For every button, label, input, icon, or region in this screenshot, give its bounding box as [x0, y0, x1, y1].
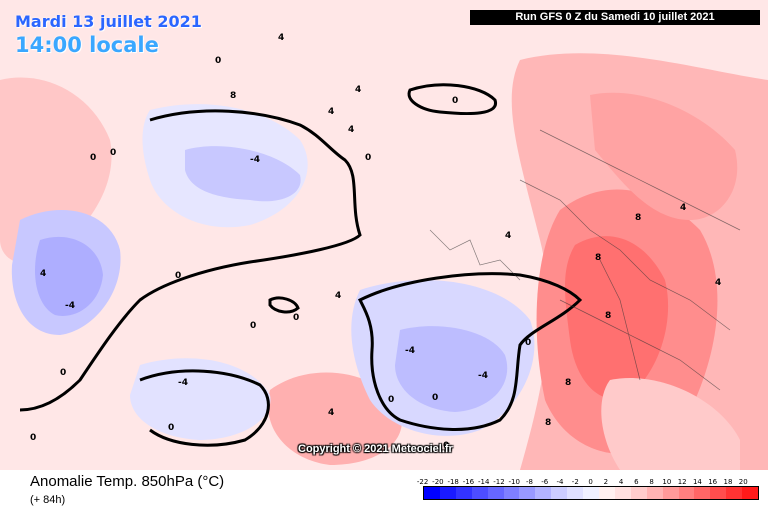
scale-tick-label: 14	[692, 478, 702, 486]
scale-tick-label: -22	[416, 478, 429, 486]
scale-tick-label: -12	[493, 478, 505, 486]
map-label: 4	[355, 85, 361, 95]
color-scale: -22 -20 -18 -16 -14 -12 -10 -8 -6 -4 -2 0 2 4 6 8 10 12 14…	[415, 478, 759, 500]
scale-tick-label: -20	[432, 478, 444, 486]
scale-swatch	[551, 487, 568, 499]
map-label: -4	[405, 346, 415, 356]
scale-swatch	[519, 487, 536, 499]
map-label: 0	[293, 313, 299, 323]
map-label: 0	[175, 271, 181, 281]
map-label: 4	[680, 203, 686, 213]
scale-swatch	[455, 487, 472, 499]
anomaly-map: 4 0 8 0 4 4 0 0 0 4 4 -4 0 -4 -4 0 0 8 0	[0, 0, 768, 470]
run-info: Run GFS 0 Z du Samedi 10 juillet 2021	[470, 10, 760, 25]
map-label: 4	[335, 291, 341, 301]
map-label: 8	[635, 213, 641, 223]
copyright: Copyright © 2021 Meteociel.fr	[298, 443, 453, 455]
map-label: 8	[605, 311, 611, 321]
map-label: 0	[388, 395, 394, 405]
legend-subtitle: (+ 84h)	[30, 494, 66, 506]
scale-swatch	[598, 487, 615, 499]
scale-swatch	[614, 487, 631, 499]
map-label: 8	[565, 378, 571, 388]
scale-swatch	[583, 487, 599, 499]
forecast-time: 14:00 locale	[15, 33, 159, 57]
map-label: 4	[715, 278, 721, 288]
map-label: 0	[250, 321, 256, 331]
scale-swatch	[439, 487, 456, 499]
map-label: 0	[432, 393, 438, 403]
scale-tick-label: -2	[571, 478, 579, 486]
map-label: 0	[168, 423, 174, 433]
map-label: -4	[65, 301, 75, 311]
scale-swatch	[694, 487, 711, 499]
map-label: -4	[178, 378, 188, 388]
scale-swatch	[471, 487, 488, 499]
scale-tick-label: 12	[677, 478, 687, 486]
scale-tick-label: 16	[708, 478, 718, 486]
legend-title: Anomalie Temp. 850hPa (°C)	[30, 473, 225, 490]
map-label: -4	[478, 371, 488, 381]
scale-tick-label: -8	[526, 478, 533, 486]
scale-tick-label: 20	[738, 478, 748, 486]
scale-tick-label: 10	[662, 478, 672, 486]
map-label: 8	[230, 91, 236, 101]
map-label: 8	[545, 418, 551, 428]
scale-tick-label: -6	[541, 478, 549, 486]
scale-swatch	[567, 487, 584, 499]
map-label: 0	[443, 441, 449, 451]
scale-swatch	[678, 487, 695, 499]
scale-tick-label: 18	[723, 478, 733, 486]
scale-swatch	[662, 487, 679, 499]
scale-tick-label: -10	[508, 478, 520, 486]
map-label: 0	[30, 433, 36, 443]
map-label: 4	[348, 125, 354, 135]
scale-tick-label: -18	[447, 478, 459, 486]
map-label: 4	[328, 408, 334, 418]
scale-swatch	[646, 487, 663, 499]
map-label: 4	[505, 231, 511, 241]
color-scale-bar	[423, 486, 759, 500]
scale-swatch	[487, 487, 504, 499]
map-label: 0	[365, 153, 371, 163]
scale-tick-label: 0	[588, 478, 593, 486]
scale-tick-label: -4	[556, 478, 564, 486]
forecast-date: Mardi 13 juillet 2021	[15, 12, 202, 31]
map-label: 4	[278, 33, 284, 43]
scale-swatch	[742, 487, 759, 499]
scale-swatch	[726, 487, 743, 499]
scale-tick-label: -14	[477, 478, 490, 486]
scale-tick-label: 4	[618, 478, 624, 486]
scale-swatch	[424, 487, 440, 499]
map-label: 0	[60, 368, 66, 378]
map-label: 4	[40, 269, 46, 279]
scale-tick-label: -16	[462, 478, 475, 486]
scale-swatch	[630, 487, 647, 499]
scale-tick-label: 6	[634, 478, 639, 486]
map-label: 0	[90, 153, 96, 163]
map-label: 4	[328, 107, 334, 117]
map-label: 0	[525, 338, 531, 348]
scale-swatch	[710, 487, 727, 499]
map-label: 8	[595, 253, 601, 263]
scale-tick-label: 8	[649, 478, 654, 486]
scale-swatch	[503, 487, 520, 499]
map-label: -4	[250, 155, 260, 165]
map-label: 0	[110, 148, 116, 158]
map-label: 0	[215, 56, 221, 66]
scale-tick-label: 2	[603, 478, 609, 486]
map-label: 0	[452, 96, 458, 106]
scale-swatch	[535, 487, 552, 499]
